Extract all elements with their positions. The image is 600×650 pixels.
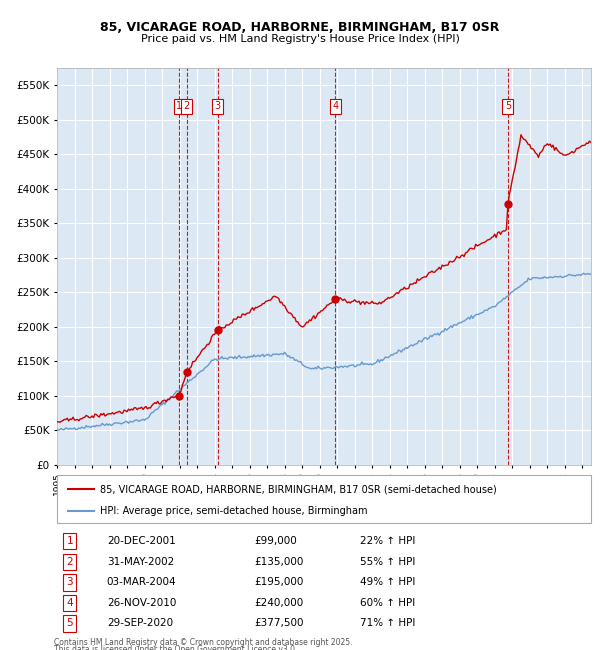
Text: 60% ↑ HPI: 60% ↑ HPI: [360, 598, 415, 608]
Text: 85, VICARAGE ROAD, HARBORNE, BIRMINGHAM, B17 0SR: 85, VICARAGE ROAD, HARBORNE, BIRMINGHAM,…: [100, 21, 500, 34]
Text: 4: 4: [67, 598, 73, 608]
Text: HPI: Average price, semi-detached house, Birmingham: HPI: Average price, semi-detached house,…: [100, 506, 367, 516]
Text: 2: 2: [67, 557, 73, 567]
Text: This data is licensed under the Open Government Licence v3.0.: This data is licensed under the Open Gov…: [54, 645, 298, 650]
Text: £135,000: £135,000: [254, 557, 304, 567]
Text: 20-DEC-2001: 20-DEC-2001: [107, 536, 176, 546]
Text: 26-NOV-2010: 26-NOV-2010: [107, 598, 176, 608]
Text: 4: 4: [332, 101, 338, 111]
Text: £99,000: £99,000: [254, 536, 298, 546]
Text: 1: 1: [176, 101, 182, 111]
FancyBboxPatch shape: [57, 474, 591, 523]
Text: 3: 3: [214, 101, 221, 111]
Text: 85, VICARAGE ROAD, HARBORNE, BIRMINGHAM, B17 0SR (semi-detached house): 85, VICARAGE ROAD, HARBORNE, BIRMINGHAM,…: [100, 484, 496, 494]
Text: 2: 2: [184, 101, 190, 111]
Text: 55% ↑ HPI: 55% ↑ HPI: [360, 557, 416, 567]
Text: 5: 5: [505, 101, 511, 111]
Text: 03-MAR-2004: 03-MAR-2004: [107, 577, 176, 588]
Text: 31-MAY-2002: 31-MAY-2002: [107, 557, 174, 567]
Text: 71% ↑ HPI: 71% ↑ HPI: [360, 619, 416, 629]
Text: 22% ↑ HPI: 22% ↑ HPI: [360, 536, 416, 546]
Text: Contains HM Land Registry data © Crown copyright and database right 2025.: Contains HM Land Registry data © Crown c…: [54, 638, 353, 647]
Text: 5: 5: [67, 619, 73, 629]
Text: £195,000: £195,000: [254, 577, 304, 588]
Text: £377,500: £377,500: [254, 619, 304, 629]
Text: £240,000: £240,000: [254, 598, 304, 608]
Text: Price paid vs. HM Land Registry's House Price Index (HPI): Price paid vs. HM Land Registry's House …: [140, 34, 460, 44]
Text: 49% ↑ HPI: 49% ↑ HPI: [360, 577, 416, 588]
Text: 29-SEP-2020: 29-SEP-2020: [107, 619, 173, 629]
Text: 1: 1: [67, 536, 73, 546]
Text: 3: 3: [67, 577, 73, 588]
